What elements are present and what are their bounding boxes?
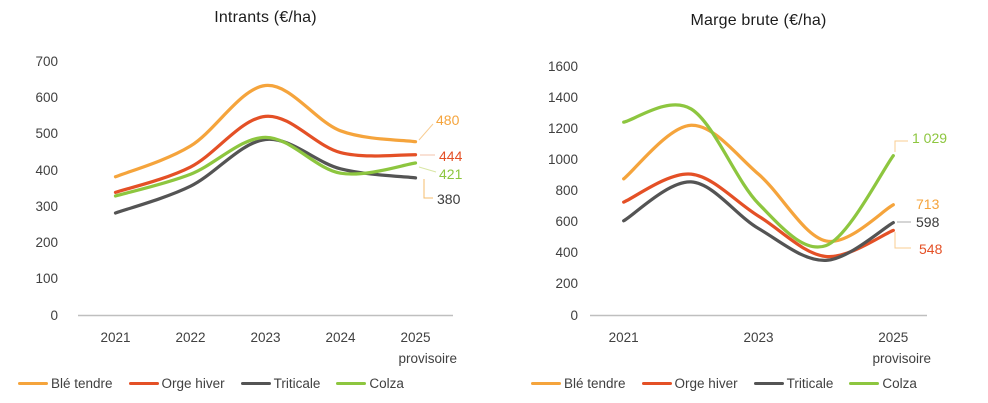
y-axis-tick-marge-brute-0: 0 — [570, 307, 578, 323]
end-label-triticale-intrants: 380 — [437, 191, 461, 207]
y-axis-tick-marge-brute-1600: 1600 — [547, 59, 578, 74]
y-axis-tick-marge-brute-200: 200 — [555, 276, 578, 292]
legend-line-swatch-icon-ble-tendre — [18, 381, 48, 386]
legend-intrants: Blé tendre Orge hiver Triticale Colza — [18, 376, 404, 391]
end-label-colza-marge-brute: 1 029 — [912, 130, 948, 146]
end-label-ble-tendre-intrants: 480 — [436, 112, 460, 128]
x-axis-tick-marge-brute-2023: 2023 — [743, 330, 774, 345]
y-axis-tick-marge-brute-600: 600 — [555, 214, 578, 230]
y-axis-tick-intrants-700: 700 — [35, 54, 58, 69]
x-axis-tick-intrants-2024: 2024 — [325, 330, 356, 345]
y-axis-tick-marge-brute-1400: 1400 — [547, 90, 578, 106]
x-axis-tick-intrants-2023: 2023 — [250, 330, 281, 345]
series-line-ble-tendre-marge-brute — [622, 123, 895, 243]
legend-item-triticale-intrants: Triticale — [240, 376, 321, 391]
legend-label-triticale: Triticale — [786, 376, 834, 391]
y-axis-tick-marge-brute-1200: 1200 — [547, 121, 578, 137]
legend-line-swatch-icon-triticale — [753, 381, 784, 386]
x-axis-tick-intrants-2022: 2022 — [175, 330, 206, 345]
y-axis-tick-marge-brute-400: 400 — [555, 245, 578, 261]
end-label-triticale-marge-brute: 598 — [916, 214, 940, 230]
series-line-orge-hiver-marge-brute — [622, 172, 895, 259]
end-label-ble-tendre-marge-brute: 713 — [916, 196, 940, 212]
legend-item-ble-tendre-marge-brute: Blé tendre — [531, 376, 626, 391]
end-label-leader-colza-intrants — [418, 166, 437, 173]
y-axis-tick-intrants-0: 0 — [50, 307, 58, 323]
series-line-triticale-marge-brute — [622, 180, 895, 262]
legend-label-colza: Colza — [882, 376, 917, 391]
legend-item-triticale-marge-brute: Triticale — [753, 376, 834, 391]
end-label-leader-colza-marge-brute — [894, 140, 908, 152]
end-label-leader-triticale-intrants — [423, 179, 433, 199]
chart-title-marge-brute: Marge brute (€/ha) — [690, 12, 827, 29]
legend-label-orge-hiver: Orge hiver — [674, 376, 738, 391]
legend-label-ble-tendre: Blé tendre — [51, 376, 113, 391]
legend-label-orge-hiver: Orge hiver — [161, 376, 225, 391]
end-label-colza-intrants: 421 — [439, 166, 463, 182]
chart-title-intrants: Intrants (€/ha) — [214, 9, 317, 26]
y-axis-tick-intrants-100: 100 — [35, 271, 58, 287]
legend-label-triticale: Triticale — [273, 376, 321, 391]
legend-item-orge-hiver-marge-brute: Orge hiver — [641, 376, 738, 391]
legend-item-colza-intrants: Colza — [336, 376, 404, 391]
end-label-leader-ble-tendre-intrants — [418, 123, 434, 141]
legend-line-swatch-icon-orge-hiver — [641, 381, 672, 386]
y-axis-tick-intrants-600: 600 — [35, 90, 58, 106]
y-axis-tick-intrants-500: 500 — [35, 126, 58, 142]
legend-line-swatch-icon-triticale — [240, 381, 271, 386]
x-axis-tick-marge-brute-2021: 2021 — [608, 330, 639, 345]
end-label-leader-orge-hiver-marge-brute — [894, 232, 911, 249]
y-axis-tick-intrants-200: 200 — [35, 235, 58, 251]
legend-item-colza-marge-brute: Colza — [849, 376, 917, 391]
legend-line-swatch-icon-orge-hiver — [128, 381, 159, 386]
x-axis-note-provisoire-marge-brute: provisoire — [872, 351, 931, 366]
series-line-colza-intrants — [113, 135, 418, 198]
legend-label-ble-tendre: Blé tendre — [564, 376, 626, 391]
legend-item-orge-hiver-intrants: Orge hiver — [128, 376, 225, 391]
end-label-orge-hiver-intrants: 444 — [439, 148, 463, 164]
series-line-orge-hiver-intrants — [113, 114, 418, 194]
legend-item-ble-tendre-intrants: Blé tendre — [18, 376, 113, 391]
series-line-ble-tendre-intrants — [113, 83, 418, 179]
x-axis-tick-intrants-2025: 2025 — [400, 330, 431, 345]
y-axis-tick-marge-brute-800: 800 — [555, 183, 578, 199]
legend-label-colza: Colza — [369, 376, 404, 391]
legend-line-swatch-icon-colza — [849, 381, 880, 386]
y-axis-tick-intrants-400: 400 — [35, 162, 58, 178]
y-axis-tick-marge-brute-1000: 1000 — [547, 152, 578, 168]
series-line-triticale-intrants — [113, 137, 418, 215]
y-axis-tick-intrants-300: 300 — [35, 198, 58, 214]
legend-marge-brute: Blé tendre Orge hiver Triticale Colza — [531, 376, 917, 391]
legend-line-swatch-icon-ble-tendre — [531, 381, 561, 386]
x-axis-tick-intrants-2021: 2021 — [100, 330, 131, 345]
series-line-colza-marge-brute — [622, 103, 895, 249]
legend-line-swatch-icon-colza — [336, 381, 367, 386]
x-axis-tick-marge-brute-2025: 2025 — [878, 330, 909, 345]
x-axis-note-provisoire-intrants: provisoire — [398, 351, 457, 366]
end-label-orge-hiver-marge-brute: 548 — [919, 241, 943, 257]
